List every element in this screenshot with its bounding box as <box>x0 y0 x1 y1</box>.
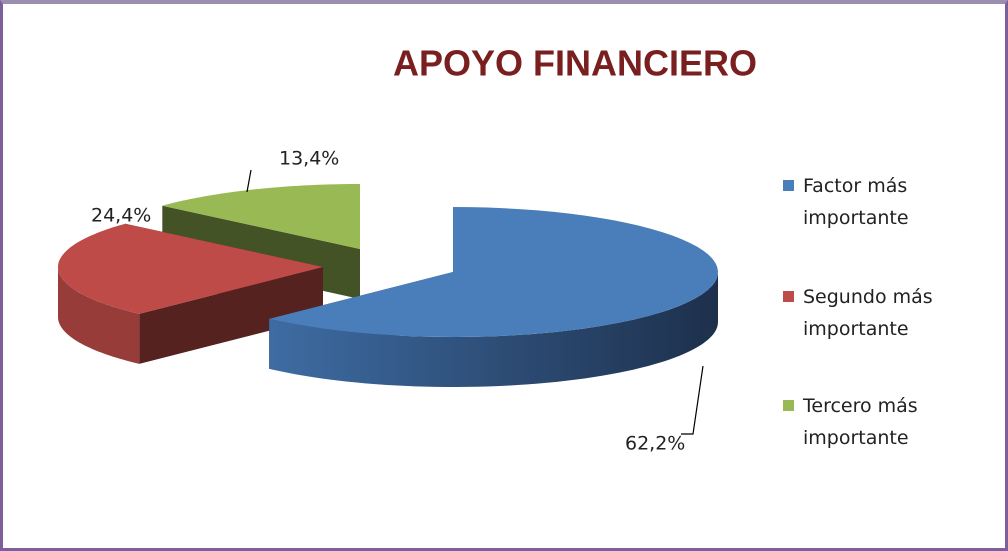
leader-line <box>681 365 704 435</box>
data-label: 13,4% <box>279 148 339 170</box>
slice <box>269 207 718 337</box>
chart-title: APOYO FINANCIERO <box>393 43 757 84</box>
legend-label: Segundo más importante <box>803 286 933 340</box>
slice <box>58 223 323 314</box>
legend-item: Factor más importante <box>783 170 943 234</box>
legend-label: Factor más importante <box>803 175 909 229</box>
slice <box>162 184 360 249</box>
legend-swatch <box>783 400 794 411</box>
slice-side <box>58 267 140 364</box>
legend-item: Tercero más importante <box>783 390 943 454</box>
legend-label: Tercero más importante <box>803 395 918 449</box>
data-label: 24,4% <box>91 205 151 227</box>
legend-swatch <box>783 180 794 191</box>
legend-swatch <box>783 291 794 302</box>
slice-side <box>269 272 718 387</box>
data-label: 62,2% <box>625 433 685 455</box>
chart: APOYO FINANCIERO 62,2% 24,4% 13,4% <box>58 43 757 455</box>
leader-line <box>246 169 252 193</box>
legend-item: Segundo más importante <box>783 281 943 345</box>
